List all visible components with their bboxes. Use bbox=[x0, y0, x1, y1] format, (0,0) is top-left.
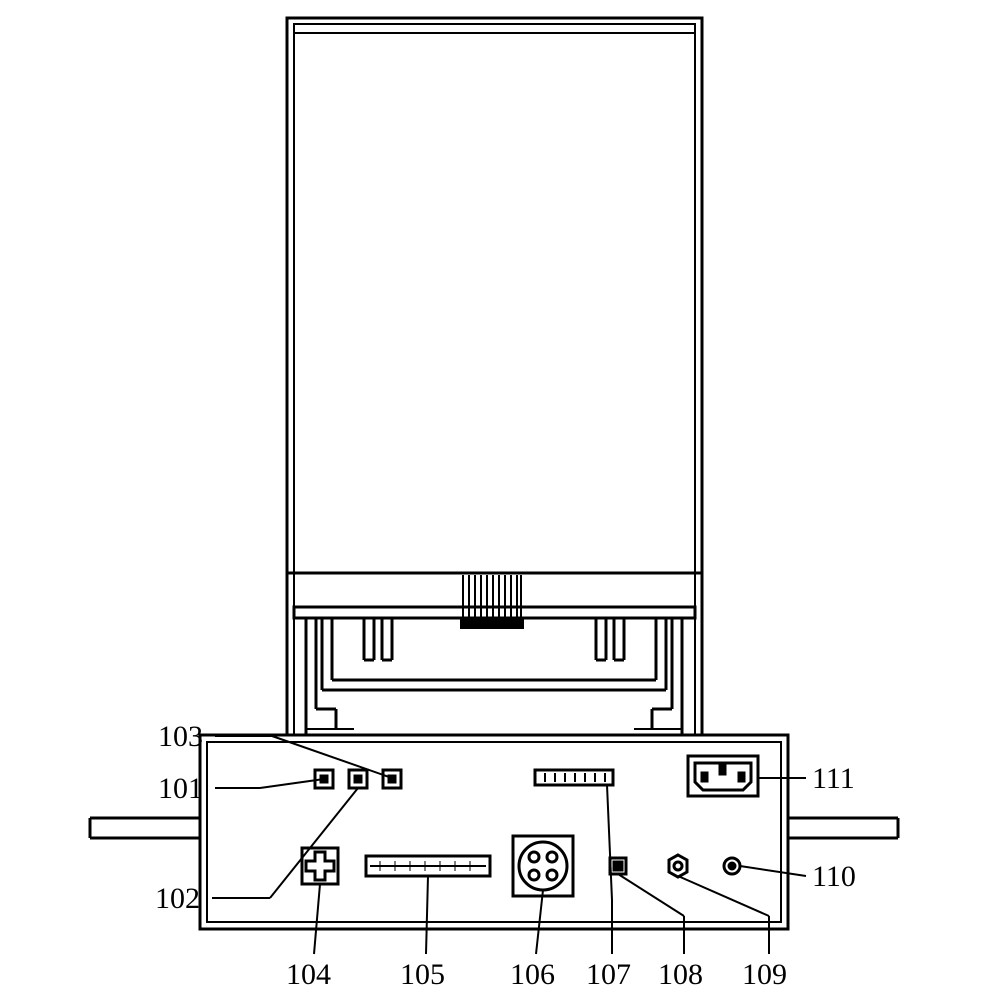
diagram-canvas: 103 101 102 104 105 106 107 108 109 110 … bbox=[0, 0, 991, 1000]
internal-platform bbox=[287, 573, 702, 735]
side-arm-left bbox=[90, 818, 200, 838]
label-111: 111 bbox=[812, 762, 855, 796]
port-105 bbox=[366, 856, 490, 876]
label-107: 107 bbox=[586, 958, 631, 992]
upper-housing bbox=[287, 18, 702, 573]
port-103 bbox=[383, 770, 401, 788]
port-111 bbox=[688, 756, 758, 796]
port-108 bbox=[610, 858, 626, 874]
ribbon-cable bbox=[461, 575, 523, 628]
label-105: 105 bbox=[400, 958, 445, 992]
port-110 bbox=[724, 858, 740, 874]
label-101: 101 bbox=[158, 772, 203, 806]
label-104: 104 bbox=[286, 958, 331, 992]
port-102 bbox=[349, 770, 367, 788]
port-106 bbox=[513, 836, 573, 896]
label-109: 109 bbox=[742, 958, 787, 992]
port-109 bbox=[669, 855, 687, 877]
upper-top-bar bbox=[294, 24, 695, 33]
label-108: 108 bbox=[658, 958, 703, 992]
side-arm-right bbox=[788, 818, 898, 838]
technical-drawing-svg bbox=[0, 0, 991, 1000]
port-104 bbox=[302, 848, 338, 884]
label-102: 102 bbox=[155, 882, 200, 916]
label-106: 106 bbox=[510, 958, 555, 992]
label-103: 103 bbox=[158, 720, 203, 754]
port-107 bbox=[535, 770, 613, 785]
label-110: 110 bbox=[812, 860, 856, 894]
